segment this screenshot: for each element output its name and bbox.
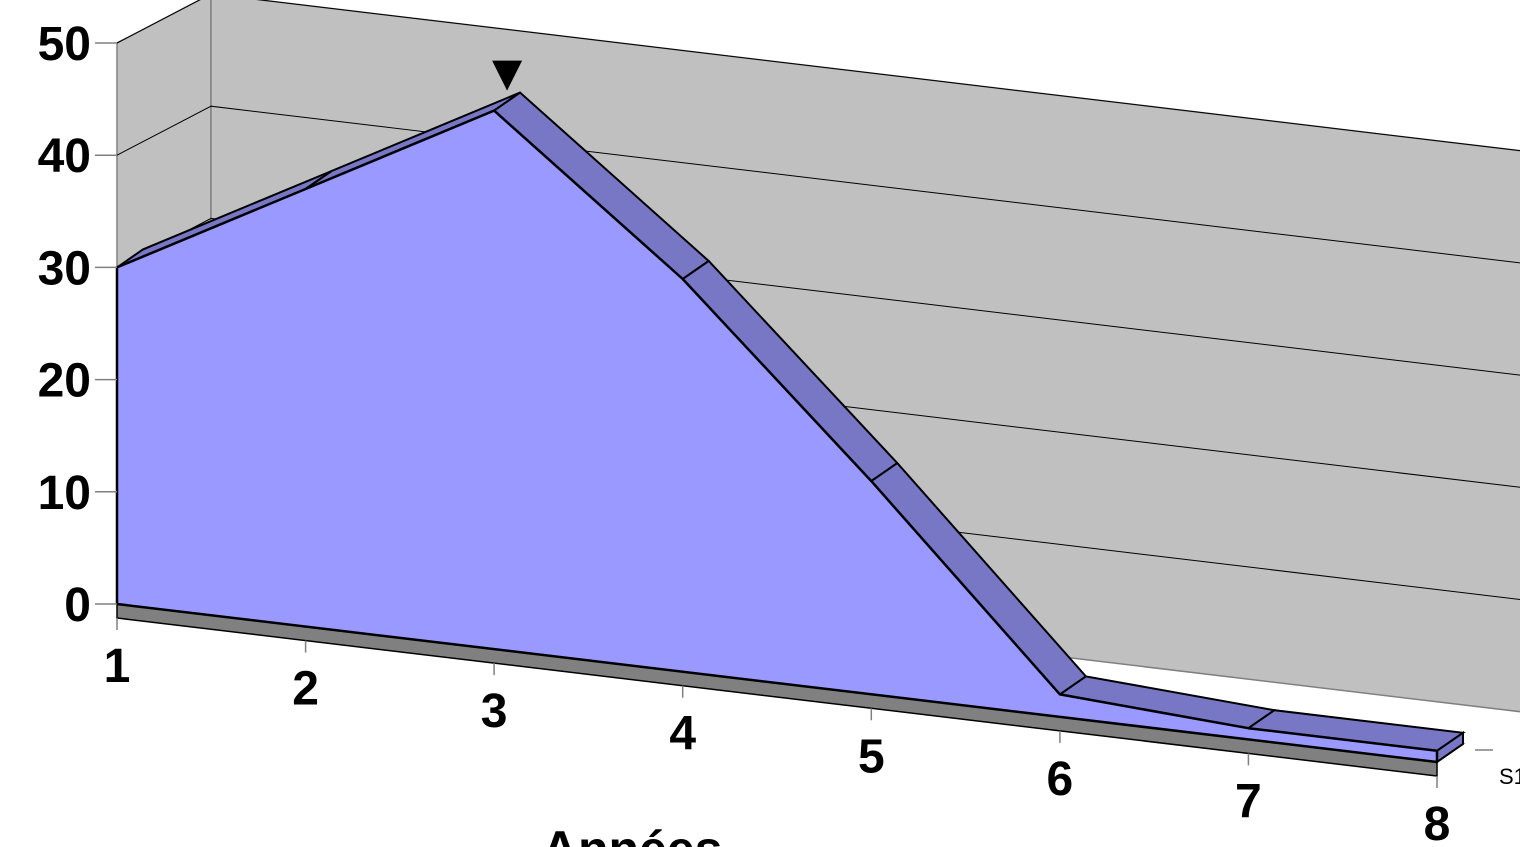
x-tick-label-1: 1 [104, 640, 131, 693]
x-tick-label-7: 7 [1235, 775, 1262, 828]
y-tick-label-10: 10 [38, 467, 91, 520]
y-tick-label-40: 40 [38, 130, 91, 183]
x-tick-label-8: 8 [1424, 798, 1451, 847]
series-label: S1 [1499, 764, 1520, 789]
y-tick-label-50: 50 [38, 18, 91, 71]
gridline-50 [116, 0, 1520, 152]
x-axis-title: Années [542, 821, 723, 847]
series-area [115, 60, 1466, 764]
gridline-40 [116, 105, 1520, 264]
axis-labels: 0 10 20 30 40 50 1 2 3 4 5 6 7 8 S1 Années [38, 18, 1520, 847]
x-tick-label-5: 5 [858, 730, 885, 783]
y-tick-label-20: 20 [38, 355, 91, 408]
y-tick-label-0: 0 [64, 579, 91, 632]
area-front-face [115, 109, 1439, 764]
x-tick-label-3: 3 [481, 685, 508, 738]
y-tick-label-30: 30 [38, 242, 91, 295]
peak-triangle-marker [492, 60, 523, 91]
x-tick-label-6: 6 [1047, 753, 1074, 806]
x-tick-label-2: 2 [292, 663, 319, 716]
axes [95, 42, 1493, 788]
x-tick-label-4: 4 [669, 708, 696, 761]
